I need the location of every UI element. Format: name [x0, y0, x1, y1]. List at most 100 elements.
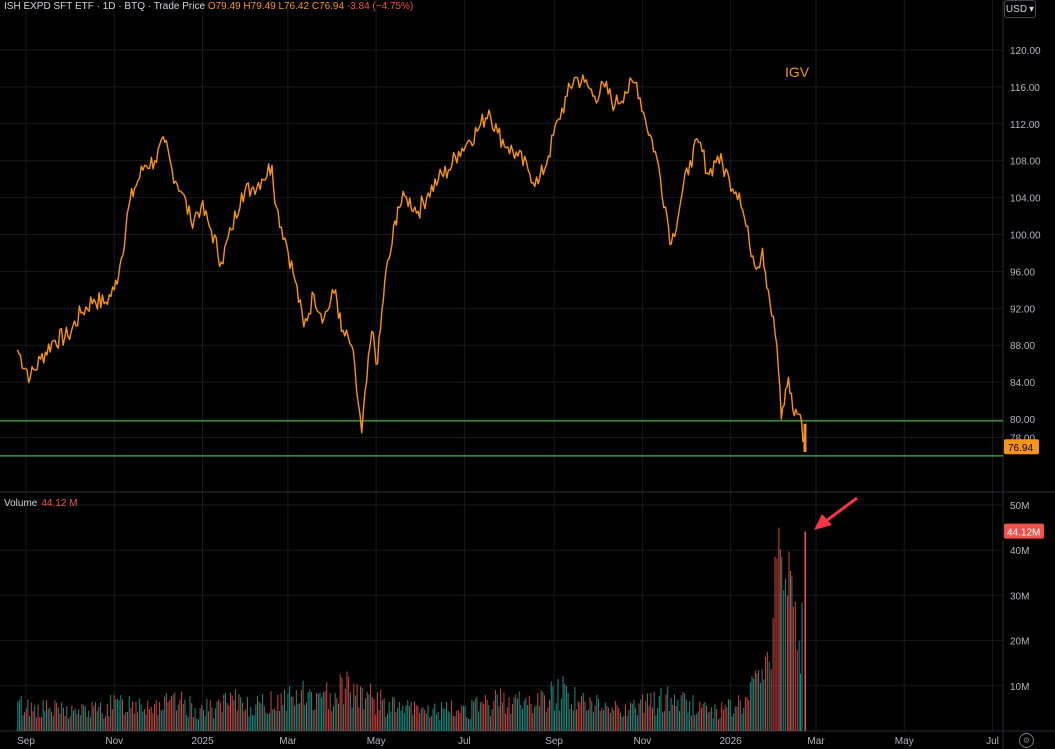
volume-bar — [319, 692, 321, 731]
volume-bar — [736, 706, 738, 731]
volume-bar — [522, 708, 524, 731]
volume-bar — [638, 703, 640, 731]
volume-bar — [679, 711, 681, 731]
volume-bar — [324, 690, 326, 731]
volume-bar — [766, 651, 768, 731]
volume-bar — [339, 674, 341, 731]
volume-bar — [223, 694, 225, 731]
volume-bar — [348, 676, 350, 731]
low-value: L76.42 — [278, 1, 310, 12]
volume-bar — [518, 691, 520, 731]
volume-bar — [621, 716, 623, 731]
volume-bar — [140, 704, 142, 731]
volume-bar — [120, 695, 122, 731]
volume-bar — [630, 702, 632, 731]
volume-bar — [170, 695, 172, 731]
volume-bar — [52, 715, 54, 731]
last-price-tag — [1004, 439, 1039, 455]
volume-bar — [746, 696, 748, 731]
volume-bar — [125, 711, 127, 731]
volume-bar — [392, 697, 394, 731]
volume-bar — [565, 686, 567, 731]
volume-bar — [527, 705, 529, 731]
volume-bar — [89, 717, 91, 731]
volume-bar — [543, 695, 545, 731]
symbol-header[interactable]: ISH EXPD SFT ETF · 1D · BTQ · Trade Pric… — [4, 1, 414, 12]
volume-bar — [484, 695, 486, 731]
volume-bar — [160, 710, 162, 731]
volume-bar — [528, 696, 530, 731]
volume-bar — [157, 714, 159, 731]
volume-bar — [447, 711, 449, 731]
time-tick-label: Nov — [105, 736, 123, 747]
volume-bar — [69, 716, 71, 731]
volume-bar — [432, 708, 434, 731]
volume-bar — [457, 710, 459, 731]
volume-bar — [282, 705, 284, 731]
volume-bar — [127, 712, 129, 731]
volume-bar — [191, 703, 193, 731]
volume-bar — [51, 711, 53, 731]
volume-bar — [618, 707, 620, 731]
volume-bar — [606, 706, 608, 731]
volume-bar — [414, 701, 416, 731]
time-tick-label: Jul — [458, 736, 471, 747]
volume-bar — [410, 701, 412, 731]
change-value: -3.84 (−4.75%) — [346, 1, 414, 12]
volume-bar — [243, 711, 245, 731]
volume-bar — [690, 715, 692, 731]
volume-bar — [228, 705, 230, 731]
time-tick-label: May — [367, 736, 386, 747]
volume-bar — [155, 700, 157, 731]
volume-bar — [456, 710, 458, 731]
volume-bar — [378, 710, 380, 731]
volume-bar — [430, 716, 432, 731]
volume-bar — [508, 697, 510, 731]
volume-bar — [464, 706, 466, 731]
volume-bar — [425, 713, 427, 731]
volume-bar — [628, 709, 630, 731]
volume-bar — [581, 695, 583, 731]
currency-selector[interactable]: USD ▾ — [1004, 0, 1036, 18]
volume-bar — [776, 558, 778, 731]
volume-bar — [277, 694, 279, 731]
volume-bar — [547, 707, 549, 731]
volume-bar — [635, 707, 637, 731]
price-type-label: Trade Price — [153, 1, 206, 12]
volume-bar — [788, 551, 790, 731]
volume-bar — [677, 699, 679, 731]
volume-bar — [717, 719, 719, 731]
volume-bar — [434, 703, 436, 731]
volume-bar — [763, 679, 765, 731]
volume-bar — [88, 710, 90, 731]
volume-bar — [626, 716, 628, 731]
volume-bar — [201, 704, 203, 731]
volume-header[interactable]: Volume 44.12 M — [4, 498, 78, 509]
volume-bar — [598, 698, 600, 731]
volume-bar — [101, 713, 103, 731]
volume-bar — [729, 700, 731, 731]
settings-icon[interactable]: ⚙ — [1019, 733, 1034, 748]
volume-bar — [510, 713, 512, 731]
volume-bar — [74, 708, 76, 731]
volume-bar — [84, 706, 86, 731]
volume-bar — [270, 691, 272, 731]
volume-tick-label: 40M — [1010, 546, 1029, 557]
volume-bar — [219, 702, 221, 731]
volume-bar — [452, 716, 454, 731]
volume-bar — [34, 705, 36, 731]
volume-bar — [594, 705, 596, 731]
volume-bar — [437, 712, 439, 731]
volume-bar — [236, 710, 238, 731]
volume-bar — [152, 713, 154, 731]
volume-bar — [667, 686, 669, 731]
volume-bar — [570, 704, 572, 731]
volume-bar — [498, 706, 500, 731]
volume-bar — [145, 714, 147, 731]
price-tick-label: 88.00 — [1010, 341, 1035, 352]
volume-bar — [603, 709, 605, 731]
volume-bar — [479, 702, 481, 731]
volume-bar — [794, 601, 796, 731]
volume-bar — [221, 712, 223, 731]
